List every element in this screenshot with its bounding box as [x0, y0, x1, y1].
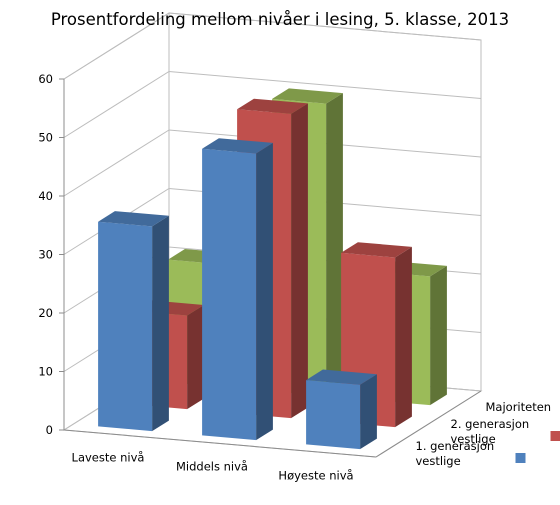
- bar-side: [326, 93, 343, 396]
- bar-side: [291, 103, 308, 418]
- legend-label: vestlige: [416, 454, 461, 468]
- legend-swatch: [551, 431, 560, 441]
- y-tick-label: 30: [38, 248, 53, 262]
- bar-side: [152, 216, 169, 431]
- bar: [306, 370, 377, 450]
- bar-front: [306, 380, 360, 449]
- y-tick-label: 50: [38, 131, 53, 145]
- bar: [98, 211, 169, 431]
- x-tick-label: Høyeste nivå: [278, 469, 353, 483]
- y-tick-label: 0: [46, 423, 53, 437]
- y-tick-label: 20: [38, 306, 53, 320]
- legend-label: vestlige: [451, 432, 496, 446]
- y-tick-label: 10: [38, 365, 53, 379]
- y-tick-label: 40: [38, 189, 53, 203]
- bar-side: [395, 247, 412, 427]
- bar-side: [256, 143, 273, 440]
- x-tick-label: Laveste nivå: [72, 451, 145, 465]
- chart-title: Prosentfordeling mellom nivåer i lesing,…: [0, 10, 560, 29]
- legend-label: 2. generasjon: [451, 417, 530, 431]
- bar-side: [430, 266, 447, 405]
- legend-item: Majoriteten: [486, 400, 560, 417]
- bar-front: [202, 149, 256, 440]
- legend-swatch: [516, 453, 526, 463]
- x-tick-label: Middels nivå: [176, 460, 248, 474]
- bar: [202, 138, 273, 440]
- bar-side: [187, 305, 204, 409]
- y-tick-label: 60: [38, 72, 53, 86]
- bar-side: [360, 374, 377, 449]
- legend-label: Majoriteten: [486, 400, 552, 414]
- bar-front: [98, 222, 152, 431]
